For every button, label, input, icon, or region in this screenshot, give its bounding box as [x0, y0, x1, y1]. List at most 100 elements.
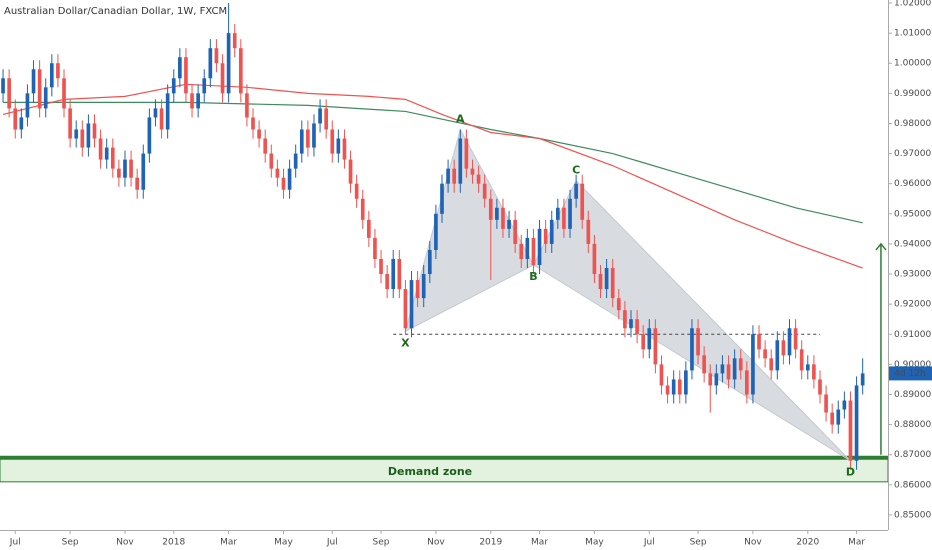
candle-body: [848, 400, 853, 461]
candle-body: [714, 373, 719, 386]
candle-body: [446, 168, 450, 184]
candle-body: [104, 147, 109, 160]
candle-body: [275, 168, 280, 178]
chart-title: Australian Dollar/Canadian Dollar, 1W, F…: [4, 6, 227, 17]
y-tick-label: 0.98000: [894, 119, 931, 129]
x-tick-label: Nov: [744, 538, 762, 548]
candle-body: [629, 319, 633, 329]
demand-zone-label: Demand zone: [388, 465, 472, 478]
candle-body: [379, 258, 383, 275]
moving-average: [2, 83, 863, 269]
candle-body: [80, 129, 85, 148]
candle-body: [684, 370, 688, 395]
candle-body: [537, 228, 542, 265]
candle-body: [220, 63, 225, 94]
candle-body: [318, 108, 322, 124]
candle-body: [19, 117, 24, 130]
candle-body: [665, 385, 670, 395]
candle-body: [562, 207, 566, 229]
candle-body: [202, 78, 207, 94]
candle-body: [141, 153, 146, 190]
x-tick-label: 2020: [796, 538, 819, 548]
candle-body: [696, 328, 700, 356]
candle-body: [470, 168, 475, 175]
price-box: [889, 366, 932, 381]
x-tick-label: May: [585, 538, 604, 548]
y-tick-label: 0.96000: [894, 179, 931, 189]
demand-zone: [0, 457, 889, 483]
x-tick-label: Jul: [643, 538, 655, 548]
candle-body: [427, 249, 432, 275]
candle-body: [269, 153, 274, 169]
x-tick-label: 2018: [162, 538, 185, 548]
candle-body: [763, 349, 767, 359]
x-tick-label: Mar: [848, 538, 865, 548]
x-tick-label: May: [274, 538, 293, 548]
candle-body: [604, 268, 609, 290]
candle-body: [580, 183, 585, 220]
candle-body: [592, 243, 597, 275]
candle-body: [385, 274, 389, 290]
candle-body: [56, 63, 60, 79]
candle-body: [367, 219, 371, 238]
candle-body: [165, 93, 170, 130]
pattern-point-label: C: [572, 164, 580, 177]
candle-body: [744, 370, 749, 395]
y-tick-label: 0.91000: [894, 330, 931, 340]
candle-body: [653, 328, 658, 365]
y-tick-label: 0.94000: [894, 239, 931, 249]
candle-body: [257, 129, 261, 139]
candle-body: [775, 340, 780, 371]
candle-body: [238, 48, 243, 94]
countdown-label: 4d 12h: [894, 369, 925, 379]
y-tick-label: 0.86000: [894, 480, 931, 490]
candle-body: [860, 373, 865, 386]
candle-body: [574, 183, 578, 199]
pattern-point-label: X: [401, 336, 410, 349]
candle-body: [147, 117, 152, 154]
candle-body: [92, 123, 97, 139]
candle-body: [641, 334, 646, 350]
candle-body: [299, 129, 304, 154]
y-tick-label: 1.01000: [894, 29, 931, 39]
candle-body: [610, 268, 615, 299]
x-tick-label: Jul: [326, 538, 338, 548]
candle-body: [171, 78, 176, 94]
candle-body: [781, 340, 786, 356]
candle-body: [836, 409, 841, 425]
target-arrow-head: [875, 242, 887, 251]
candle-body: [830, 412, 835, 425]
candle-body: [616, 298, 621, 311]
candle-body: [531, 237, 536, 265]
candle-body: [586, 219, 591, 244]
candle-body: [525, 237, 530, 259]
candle-body: [330, 129, 335, 154]
candle-body: [306, 129, 310, 148]
candle-body: [68, 108, 72, 139]
candle-body: [226, 33, 231, 94]
candle-body: [159, 108, 164, 130]
y-tick-label: 0.93000: [894, 270, 931, 280]
candle-body: [287, 168, 292, 190]
y-tick-label: 0.92000: [894, 300, 931, 310]
candle-body: [507, 219, 511, 229]
candle-body: [799, 349, 804, 371]
candle-body: [440, 183, 444, 214]
candle-body: [403, 289, 408, 329]
candle-body: [464, 138, 469, 169]
candle-body: [751, 334, 755, 395]
candle-body: [647, 328, 652, 350]
candle-body: [738, 358, 743, 371]
x-tick-label: Jul: [9, 538, 21, 548]
candle-body: [726, 364, 731, 380]
candle-body: [421, 274, 426, 299]
candle-body: [824, 394, 828, 413]
candle-body: [818, 379, 822, 395]
candle-body: [312, 123, 316, 148]
candle-body: [677, 379, 682, 395]
candle-body: [214, 48, 219, 64]
candle-body: [1, 78, 5, 94]
candle-body: [153, 108, 158, 118]
candle-body: [348, 159, 353, 184]
candle-body: [208, 48, 213, 79]
